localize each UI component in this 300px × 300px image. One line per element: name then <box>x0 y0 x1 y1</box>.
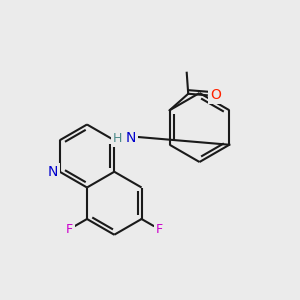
Text: N: N <box>48 165 58 179</box>
Text: O: O <box>210 88 221 102</box>
Text: N: N <box>125 131 136 145</box>
Text: H: H <box>113 131 123 145</box>
Text: F: F <box>156 223 163 236</box>
Text: F: F <box>65 223 72 236</box>
